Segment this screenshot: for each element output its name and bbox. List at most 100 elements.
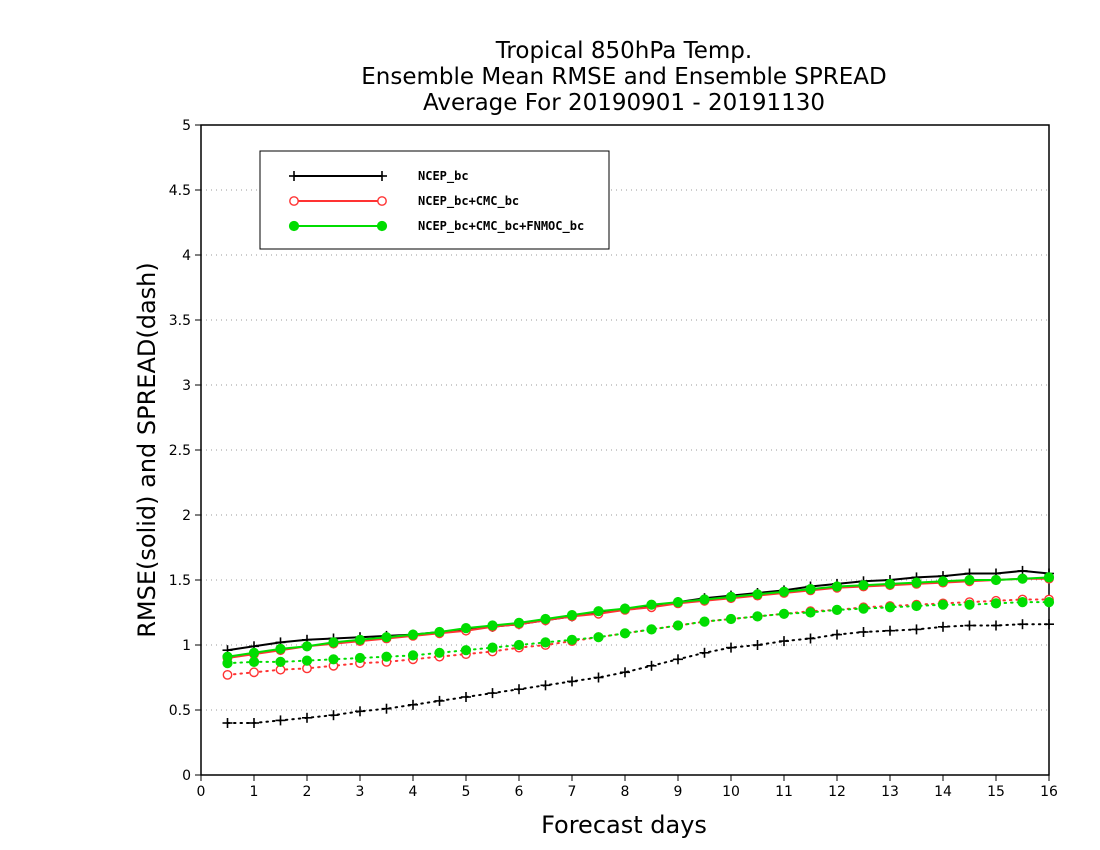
legend-label-3: NCEP_bc+CMC_bc+FNMOC_bc [418,219,584,234]
x-tick-label: 15 [987,784,1005,800]
legend-marker [289,196,299,206]
spread-line [226,623,1050,724]
x-tick-label: 0 [197,784,206,800]
spread-point [1043,597,1055,608]
legend-label-1: NCEP_bc [418,169,469,184]
spread-line [226,601,1050,665]
rmse-point [858,580,869,591]
rmse-point [460,623,472,634]
spread-point [381,703,392,714]
rmse-line [227,576,1050,658]
spread-point [779,636,789,647]
spread-point [699,647,710,658]
spread-point [911,600,922,612]
spread-point [885,625,895,636]
spread-point [408,699,418,710]
rmse-point [805,584,816,595]
data-series [222,565,1055,728]
legend-marker [377,196,387,206]
spread-point [858,603,869,614]
rmse-point [990,574,1002,586]
chart-title-line-3: Average For 20190901 - 20191130 [423,90,825,116]
spread-point [805,633,816,644]
legend-marker [288,220,300,232]
spread-point [514,684,524,695]
rmse-point [646,599,657,610]
series-3 [222,572,1055,669]
y-tick-label: 5 [182,118,191,134]
x-axis-title: Forecast days [541,811,707,839]
rmse-point [513,617,525,629]
spread-point [328,710,339,721]
chart-title-line-2: Ensemble Mean RMSE and Ensemble SPREAD [361,64,886,90]
spread-point [222,670,233,680]
x-tick-label: 1 [250,784,259,800]
rmse-point [1043,572,1055,583]
rmse-point [487,620,498,631]
rmse-point [222,651,233,662]
spread-point [302,712,312,723]
spread-point [275,656,286,668]
rmse-point [381,632,392,643]
y-tick-label: 3.5 [169,313,191,329]
spread-point [673,654,683,665]
spread-point [275,715,286,726]
rmse-point [248,647,260,658]
spread-point [672,620,684,631]
spread-point [1044,619,1054,630]
rmse-point [434,626,445,638]
spread-point [725,613,737,625]
spread-point [249,667,259,678]
y-tick-label: 2 [182,508,191,524]
spread-point [248,656,260,668]
spread-point [354,652,366,664]
legend: NCEP_bc NCEP_bc+CMC_bc NCEP_bc+CMC_bc+FN… [259,150,610,250]
y-tick-label: 3 [182,378,191,394]
spread-point [832,629,842,640]
rmse-point [911,577,922,588]
spread-point [301,655,313,666]
rmse-point [699,594,710,605]
spread-point [355,706,365,717]
spread-point [328,654,339,665]
rmse-point [937,576,949,587]
y-tick-label: 4 [182,248,191,264]
y-tick-label: 0 [182,768,191,784]
spread-point [858,627,869,637]
chart-title-line-1: Tropical 850hPa Temp. [495,38,752,64]
y-tick-label: 2.5 [169,443,191,459]
legend-marker [376,220,388,232]
spread-point [434,695,445,706]
rmse-point [354,634,366,645]
spread-point [461,692,471,702]
x-tick-label: 7 [568,784,577,800]
x-tick-label: 2 [303,784,312,800]
spread-point [540,637,551,648]
spread-point [460,645,472,656]
rmse-point [778,586,790,597]
axis-ticks: 00.511.522.533.544.550 1 2 3 4 5 6 7 8 9 10 11 12 13 1… [169,118,1058,800]
spread-point [249,718,259,728]
legend-label-2: NCEP_bc+CMC_bc [418,194,519,209]
spread-point [752,611,763,622]
x-tick-label: 14 [934,784,952,800]
spread-point [513,639,525,651]
spread-point [831,604,843,616]
x-tick-label: 9 [674,784,683,800]
spread-point [991,620,1001,631]
y-tick-label: 1 [182,638,191,654]
x-tick-label: 12 [828,784,846,800]
spread-point [566,634,578,645]
spread-point [646,624,657,635]
spread-point [434,647,445,658]
rmse-line [227,577,1049,659]
spread-point [964,620,975,631]
y-tick-label: 0.5 [169,703,191,719]
spread-point [752,640,763,650]
spread-point [964,599,975,610]
rmse-point [619,603,631,614]
spread-point [778,608,790,619]
rmse-point [328,637,339,648]
y-tick-label: 1.5 [169,573,191,589]
